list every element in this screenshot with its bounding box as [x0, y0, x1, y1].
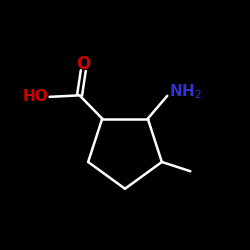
Text: O: O: [76, 55, 90, 73]
Text: NH$_2$: NH$_2$: [168, 82, 202, 101]
Text: HO: HO: [22, 89, 48, 104]
